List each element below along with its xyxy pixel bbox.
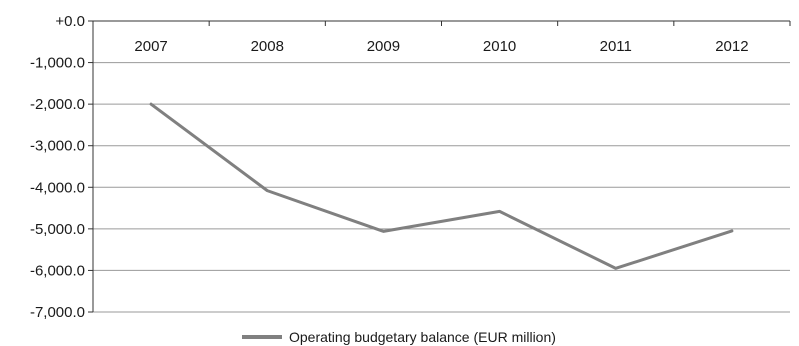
- legend-label: Operating budgetary balance (EUR million…: [289, 329, 556, 345]
- x-axis: 2007 2008 2009 2010 2011 2012: [92, 20, 791, 55]
- series-line: [149, 102, 734, 270]
- y-axis: +0.0 -1,000.0 -2,000.0 -3,000.0 -4,000.0 -5,0…: [30, 13, 94, 321]
- y-tick-label: -4,000.0: [30, 179, 85, 196]
- x-tick-label: 2010: [483, 38, 516, 55]
- gridlines: [93, 62, 790, 313]
- legend: Operating budgetary balance (EUR million…: [242, 329, 556, 345]
- y-tick-label: -1,000.0: [30, 55, 85, 72]
- x-tick-label: 2011: [600, 38, 632, 55]
- y-tick-label: -2,000.0: [30, 96, 85, 113]
- y-tick-label: -6,000.0: [30, 262, 85, 279]
- x-tick-label: 2009: [367, 38, 400, 55]
- y-tick-label: -3,000.0: [30, 138, 85, 155]
- y-tick-label: -5,000.0: [30, 221, 85, 238]
- plot-series: [149, 102, 734, 270]
- y-tick-label: -7,000.0: [30, 304, 85, 321]
- x-tick-label: 2007: [134, 38, 167, 55]
- x-tick-label: 2008: [251, 38, 284, 55]
- x-tick-label: 2012: [715, 38, 748, 55]
- y-tick-label: +0.0: [55, 13, 85, 30]
